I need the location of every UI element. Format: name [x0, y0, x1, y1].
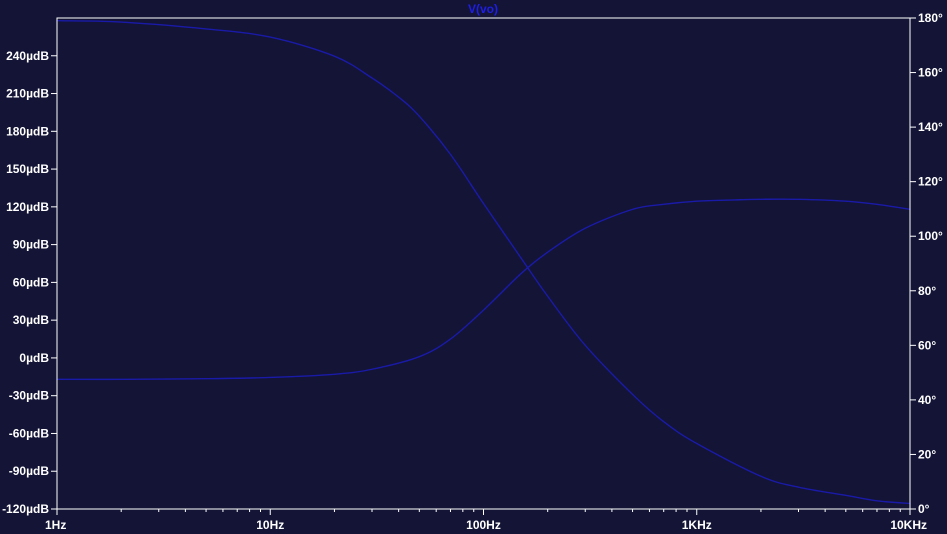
plot-frame: [56, 17, 911, 510]
y-left-tick-label: 0µdB: [19, 351, 49, 365]
y-left-tick-label: 240µdB: [6, 49, 49, 63]
y-left-tick-label: 180µdB: [6, 124, 49, 138]
x-tick-label: 1KHz: [682, 518, 712, 532]
y-left-tick-label: 30µdB: [13, 313, 50, 327]
y-right-tick-label: 100°: [918, 229, 943, 243]
y-right-tick-label: 140°: [918, 120, 943, 134]
y-right-tick-label: 160°: [918, 66, 943, 80]
x-tick-label: 100Hz: [466, 518, 501, 532]
y-left-tick-label: 120µdB: [6, 200, 49, 214]
y-left-tick-label: 60µdB: [13, 275, 50, 289]
y-right-tick-label: 60°: [918, 338, 936, 352]
y-right-tick-label: 80°: [918, 284, 936, 298]
y-right-tick-label: 20°: [918, 447, 936, 461]
tick-labels: 1Hz 10Hz 100Hz 1KHz 10KHz 240µdB 210µdB 180µdB 1…: [2, 11, 943, 532]
y-left-tick-label: -90µdB: [9, 464, 50, 478]
x-tick-label: 10Hz: [256, 518, 284, 532]
y-left-tick-label: 90µdB: [13, 238, 50, 252]
x-tick-label: 1Hz: [45, 518, 66, 532]
y-left-tick-label: 150µdB: [6, 162, 49, 176]
y-left-tick-label: -30µdB: [9, 389, 50, 403]
y-left-tick-label: 210µdB: [6, 87, 49, 101]
y-left-tick-label: -60µdB: [9, 426, 50, 440]
chart-title[interactable]: V(vo): [468, 2, 498, 16]
y-right-tick-label: 40°: [918, 393, 936, 407]
magnitude-trace: [56, 198, 911, 381]
y-right-tick-label: 0°: [918, 502, 930, 516]
traces: [56, 20, 911, 505]
y-right-tick-label: 120°: [918, 175, 943, 189]
phase-trace: [56, 20, 911, 505]
y-left-tick-label: -120µdB: [2, 502, 49, 516]
y-right-tick-label: 180°: [918, 11, 943, 25]
x-tick-label: 10KHz: [890, 518, 927, 532]
